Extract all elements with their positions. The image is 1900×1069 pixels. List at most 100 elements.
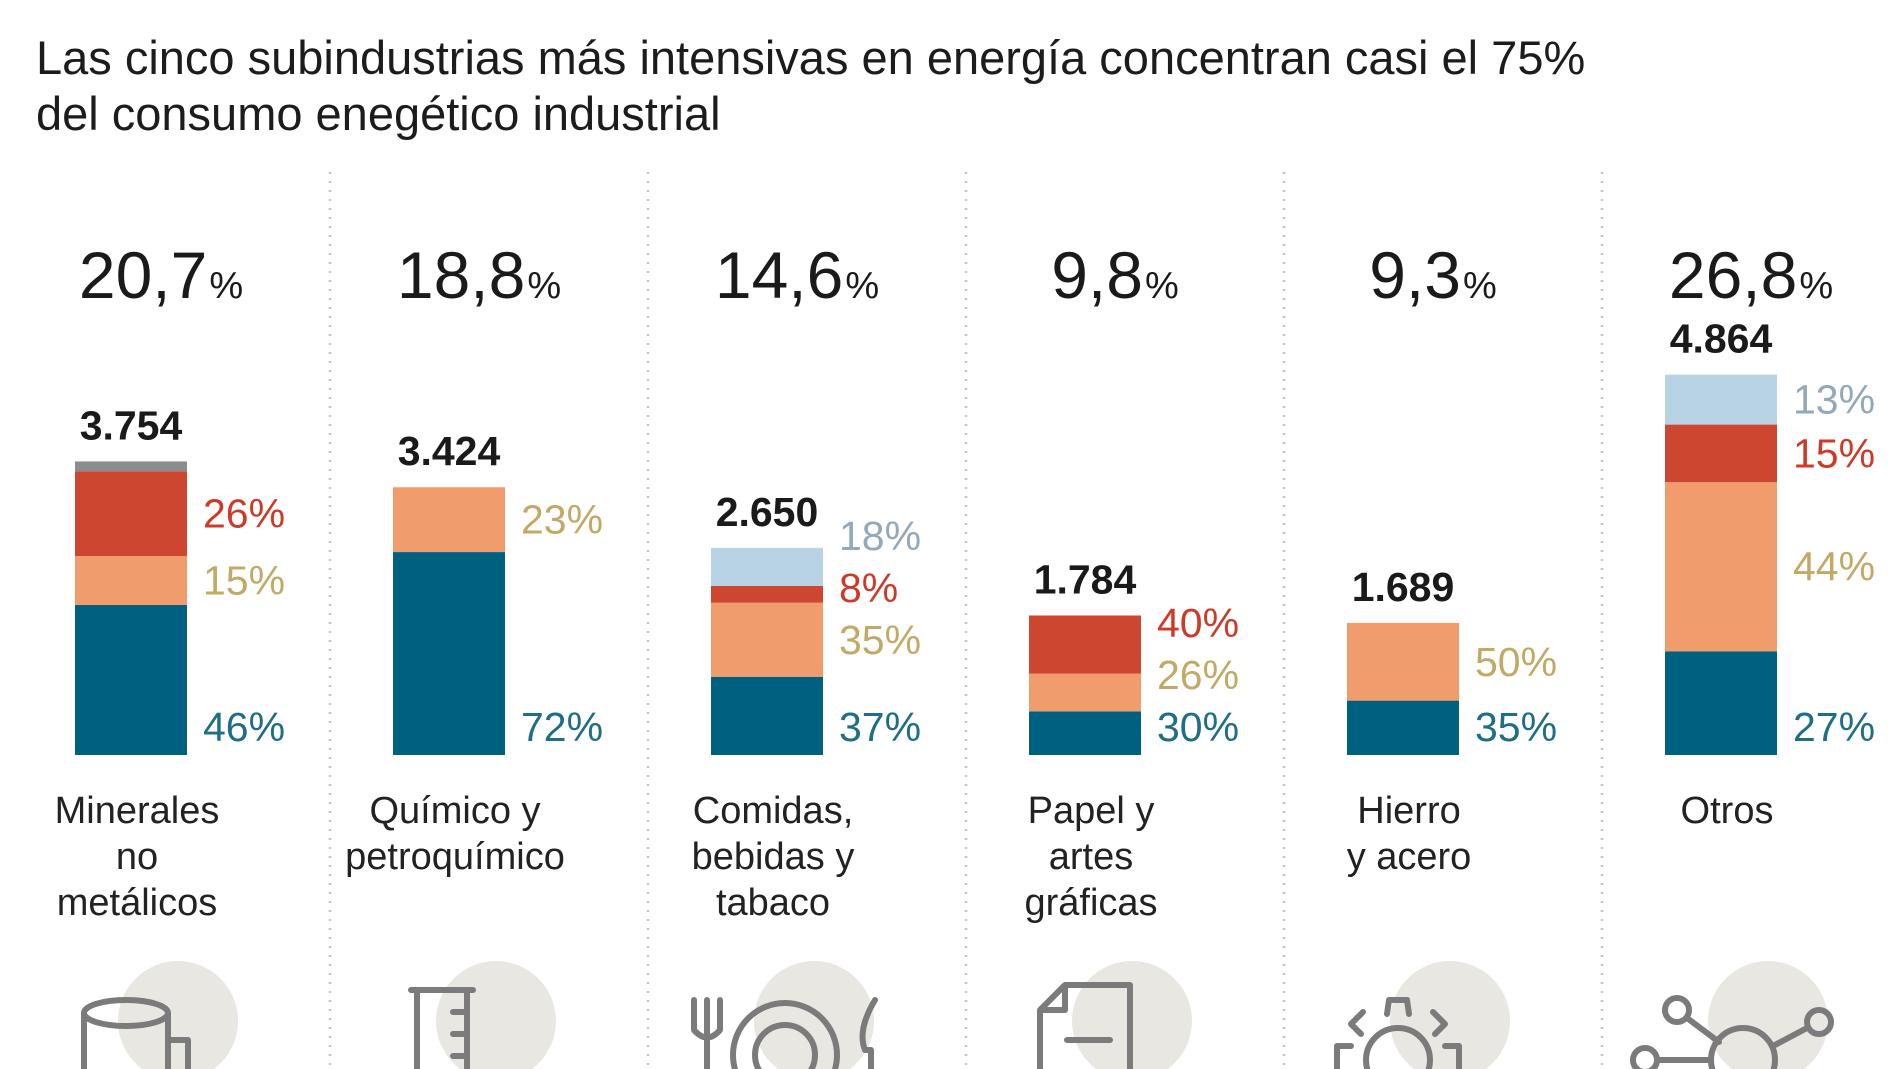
bar-total-label: 2.650 [716,489,819,535]
icon-shape [1804,1007,1834,1037]
bar-segment [75,556,187,605]
category-name-line: gráficas [1024,882,1157,924]
share-value: 9,8 [1051,238,1143,312]
bar-segment [1029,673,1141,712]
icon-shape [81,1010,191,1069]
share-unit: % [209,265,243,307]
bar-total-label: 3.424 [398,428,501,474]
share-percentage: 20,7% [79,238,243,312]
gear-icon [1334,961,1510,1069]
beaker-icon [408,961,556,1069]
bar-segment [1665,374,1777,425]
bar-total-label: 1.784 [1034,556,1137,602]
category-column: 14,6% 2.650 37% 35% 8% 18% Comidas,bebidas yta… [691,238,921,1069]
category-name-line: petroquímico [345,836,565,878]
category-name-line: Minerales [55,790,220,832]
bar-total-label: 4.864 [1670,316,1773,362]
chart-title: Las cinco subindustrias más intensivas e… [36,30,1876,142]
bar-segment [1029,615,1141,674]
segment-label: 37% [839,704,921,750]
segment-label: 26% [1157,652,1239,698]
share-percentage: 14,6% [715,238,879,312]
share-unit: % [1463,265,1497,307]
category-name-line: Otros [1681,790,1774,832]
category-name-line: tabaco [716,882,830,924]
segment-label: 15% [1793,430,1875,476]
segment-label: 8% [839,565,898,611]
category-name-line: Comidas, [693,790,854,832]
segment-label: 44% [1793,544,1875,590]
share-value: 18,8 [397,238,525,312]
share-value: 14,6 [715,238,843,312]
category-name-line: Hierro [1357,790,1460,832]
segment-label: 18% [839,513,921,559]
segment-label: 46% [203,704,285,750]
bar-segment [75,604,187,755]
bar-total-label: 1.689 [1352,564,1455,610]
icon-shape [1662,995,1692,1025]
category-name-line: y acero [1347,836,1472,878]
icon-shape [730,1000,840,1069]
icon-shape [408,987,476,1069]
title-line-2: del consumo enegético industrial [36,87,721,140]
share-unit: % [527,265,561,307]
bar-segment [1665,482,1777,652]
segment-label: 27% [1793,704,1875,750]
icon-background-circle [1390,961,1510,1069]
category-name-line: Químico y [369,790,540,832]
share-unit: % [1799,265,1833,307]
segment-label: 30% [1157,704,1239,750]
share-percentage: 26,8% [1669,238,1833,312]
category-name-line: metálicos [57,882,218,924]
icon-shape [859,997,878,1069]
segment-label: 13% [1793,377,1875,423]
share-percentage: 9,8% [1051,238,1179,312]
network-icon [1630,961,1834,1069]
segment-label: 15% [203,557,285,603]
category-name-line: no [116,836,158,878]
bar-total-label: 3.754 [80,402,183,448]
segment-label: 35% [839,617,921,663]
title-line-1: Las cinco subindustrias más intensivas e… [36,31,1586,84]
bar-segment [393,487,505,553]
bar-segment [1347,622,1459,701]
segment-label: 40% [1157,600,1239,646]
icon-shape [1630,1045,1660,1069]
category-column: 26,8%4.864 27% 44% 15% 13% Otros [1630,238,1875,1069]
bar-segment [711,602,823,677]
category-name-line: artes [1049,836,1133,878]
bar-segment [393,552,505,755]
segment-label: 72% [521,704,603,750]
bar-segment [1347,700,1459,755]
share-value: 20,7 [79,238,207,312]
icon-shape [691,997,723,1069]
icon-shape [752,1022,818,1069]
fork-plate-knife-icon [691,961,878,1069]
icon-shape [1037,982,1133,1069]
bar-segment [711,547,823,586]
share-unit: % [1145,265,1179,307]
category-name-line: bebidas y [692,836,855,878]
share-percentage: 18,8% [397,238,561,312]
icon-background-circle [118,961,238,1069]
bar-segment [1029,711,1141,755]
bar-segment [1665,651,1777,755]
segment-label: 26% [203,491,285,537]
icon-shape [1363,1025,1433,1069]
document-icon [1037,961,1192,1069]
share-value: 9,3 [1369,238,1461,312]
icon-shape [1654,1015,1810,1063]
share-unit: % [845,265,879,307]
bar-segment [75,461,187,472]
bar-segment [711,585,823,603]
segment-label: 23% [521,497,603,543]
category-name-line: Papel y [1028,790,1155,832]
share-percentage: 9,3% [1369,238,1497,312]
cylinder-icon [81,961,238,1069]
bar-segment [1665,424,1777,483]
